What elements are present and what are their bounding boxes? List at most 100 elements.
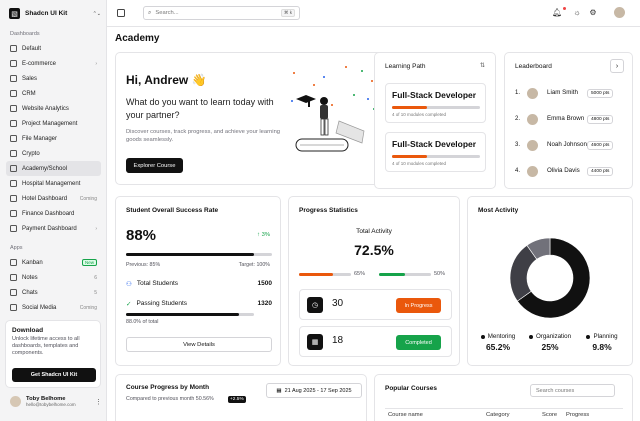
sidebar-item-label: Academy/School bbox=[22, 165, 68, 172]
sun-icon[interactable]: ☼ bbox=[573, 8, 581, 17]
promo-desc: Unlock lifetime access to all dashboards… bbox=[12, 336, 80, 357]
legend-label: Mentoring bbox=[487, 333, 516, 340]
date-range-text: 21 Aug 2025 - 17 Sep 2025 bbox=[284, 387, 352, 394]
hero-greeting: Hi, Andrew 👋 bbox=[126, 73, 207, 87]
sidebar-item-website-analytics[interactable]: Website Analytics bbox=[6, 101, 101, 116]
chevron-right-icon: › bbox=[95, 60, 97, 67]
gear-icon[interactable]: ⚙ bbox=[589, 8, 597, 17]
user-email: hello@tobybelhome.com bbox=[26, 402, 76, 407]
leaderboard-title: Leaderboard bbox=[515, 63, 552, 70]
learning-path-item[interactable]: Full-Stack Developer 4 of 10 modules comp… bbox=[385, 83, 486, 123]
bell-icon[interactable]: 🔔︎ bbox=[552, 8, 563, 17]
sidebar-item-notes[interactable]: Notes 6 bbox=[6, 270, 101, 285]
total-activity-value: 72.5% bbox=[354, 242, 394, 258]
sidebar-item-label: Chats bbox=[22, 289, 38, 296]
sidebar-item-sales[interactable]: Sales bbox=[6, 71, 101, 86]
sidebar-item-chats[interactable]: Chats 5 bbox=[6, 285, 101, 300]
search-input[interactable]: ⌕ Search... ⌘ k bbox=[143, 6, 300, 20]
brand-logo-icon: ▧ bbox=[9, 8, 20, 19]
passing-students-label: Passing Students bbox=[136, 300, 188, 307]
leaderboard-points: 4400 pts bbox=[587, 166, 614, 176]
date-range-picker[interactable]: ▦ 21 Aug 2025 - 17 Sep 2025 bbox=[266, 383, 362, 398]
leaderboard-row[interactable]: 1. Liam Smith 5000 pts bbox=[515, 83, 622, 103]
success-target: Target: 100% bbox=[238, 262, 270, 268]
courses-search-input[interactable]: Search courses bbox=[530, 384, 615, 397]
sidebar-item-social-media[interactable]: Social Media Coming bbox=[6, 300, 101, 315]
view-details-button[interactable]: View Details bbox=[126, 337, 272, 352]
sidebar-item-finance-dashboard[interactable]: Finance Dashboard bbox=[6, 206, 101, 221]
learning-path-item[interactable]: Full-Stack Developer 4 of 10 modules comp… bbox=[385, 132, 486, 172]
activity-status-badge[interactable]: In Progress bbox=[396, 298, 441, 313]
notification-dot bbox=[563, 7, 566, 10]
chevron-right-icon[interactable]: › bbox=[610, 59, 624, 73]
legend-label-row: Mentoring bbox=[473, 333, 523, 340]
brand-switcher[interactable]: ▧ Shadcn UI Kit ⌃⌄ bbox=[9, 6, 101, 21]
activity-bar-pct: 65% bbox=[354, 271, 366, 277]
user-menu[interactable]: Toby Belhome hello@tobybelhome.com ⋮ bbox=[10, 396, 102, 407]
notes-icon bbox=[10, 274, 17, 281]
passing-students-row: ✓ Passing Students 1320 bbox=[126, 298, 272, 309]
leaderboard-row[interactable]: 2. Emma Brown 4800 pts bbox=[515, 109, 622, 129]
popular-courses-title: Popular Courses bbox=[385, 385, 438, 392]
th-progress[interactable]: Progress bbox=[566, 412, 590, 418]
sidebar-item-project-management[interactable]: Project Management bbox=[6, 116, 101, 131]
crm-icon bbox=[10, 90, 17, 97]
sidebar-item-label: Default bbox=[22, 45, 42, 52]
sidebar-item-file-manager[interactable]: File Manager bbox=[6, 131, 101, 146]
search-icon: ⌕ bbox=[148, 9, 152, 16]
donut-slice-planning[interactable] bbox=[526, 237, 551, 260]
activity-bar-pct: 50% bbox=[434, 271, 446, 277]
avatar bbox=[527, 165, 538, 177]
sidebar-item-label: Payment Dashboard bbox=[22, 225, 77, 232]
user-avatar[interactable] bbox=[614, 7, 625, 18]
clock-icon: ◷ bbox=[307, 297, 323, 313]
sidebar-toggle-icon[interactable] bbox=[117, 9, 125, 17]
activity-stat-value: 18 bbox=[332, 335, 344, 346]
legend-value: 9.8% bbox=[592, 342, 612, 352]
leaderboard-row[interactable]: 4. Olivia Davis 4400 pts bbox=[515, 161, 622, 181]
download-promo: Download Unlock lifetime access to all d… bbox=[5, 320, 101, 388]
default-icon bbox=[10, 45, 17, 52]
sidebar-item-academy-school[interactable]: Academy/School bbox=[6, 161, 101, 176]
th-course-name[interactable]: Course name bbox=[388, 412, 423, 418]
learning-path-progress bbox=[392, 155, 480, 158]
learning-path-sub: 4 of 10 modules completed bbox=[392, 112, 447, 117]
search-placeholder: Search... bbox=[155, 10, 179, 16]
leaderboard-card: Leaderboard › 1. Liam Smith 5000 pts 2. Emma… bbox=[504, 52, 633, 189]
sidebar-item-e-commerce[interactable]: E-commerce › bbox=[6, 56, 101, 71]
total-students-label: Total Students bbox=[136, 280, 179, 287]
th-score[interactable]: Score bbox=[542, 412, 558, 418]
sidebar-item-badge: Coming bbox=[79, 195, 97, 202]
success-value: 88% bbox=[126, 227, 157, 244]
legend-value: 25% bbox=[541, 342, 559, 352]
user-name: Toby Belhome bbox=[26, 396, 66, 402]
success-progress-fill bbox=[126, 253, 255, 256]
sort-icon[interactable]: ⇅ bbox=[479, 63, 485, 69]
sidebar-item-default[interactable]: Default bbox=[6, 41, 101, 56]
sidebar-item-label: CRM bbox=[22, 90, 36, 97]
donut-slice-mentoring[interactable] bbox=[516, 237, 591, 319]
sidebar-item-kanban[interactable]: Kanban New bbox=[6, 255, 101, 270]
get-kit-button[interactable]: Get Shadcn UI Kit bbox=[12, 368, 96, 382]
sidebar-item-crm[interactable]: CRM bbox=[6, 86, 101, 101]
leaderboard-row[interactable]: 3. Noah Johnson 4600 pts bbox=[515, 135, 622, 155]
legend-label: Planning bbox=[593, 333, 618, 340]
sidebar-item-hospital-management[interactable]: Hospital Management bbox=[6, 176, 101, 191]
th-category[interactable]: Category bbox=[486, 412, 510, 418]
sales-icon bbox=[10, 75, 17, 82]
total-students-value: 1500 bbox=[257, 280, 272, 287]
academy-school-icon bbox=[10, 165, 17, 172]
passing-students-value: 1320 bbox=[257, 300, 272, 307]
hero-card: Hi, Andrew 👋 What do you want to learn t… bbox=[115, 52, 388, 185]
explore-course-button[interactable]: Explorer Course bbox=[126, 158, 183, 173]
chevrons-updown-icon: ⌃⌄ bbox=[92, 10, 101, 17]
sidebar-item-crypto[interactable]: Crypto bbox=[6, 146, 101, 161]
sidebar-item-payment-dashboard[interactable]: Payment Dashboard › bbox=[6, 221, 101, 236]
activity-status-badge[interactable]: Completed bbox=[396, 335, 441, 350]
chevron-right-icon: › bbox=[95, 225, 97, 232]
more-vertical-icon[interactable]: ⋮ bbox=[95, 398, 102, 406]
learning-path-card: Learning Path ⇅ Full-Stack Developer 4 of… bbox=[374, 52, 496, 189]
progress-statistics-card: Progress Statistics Total Activity 72.5%… bbox=[288, 196, 460, 366]
sidebar-item-hotel-dashboard[interactable]: Hotel Dashboard Coming bbox=[6, 191, 101, 206]
success-change: ↑ 3% bbox=[257, 232, 270, 238]
